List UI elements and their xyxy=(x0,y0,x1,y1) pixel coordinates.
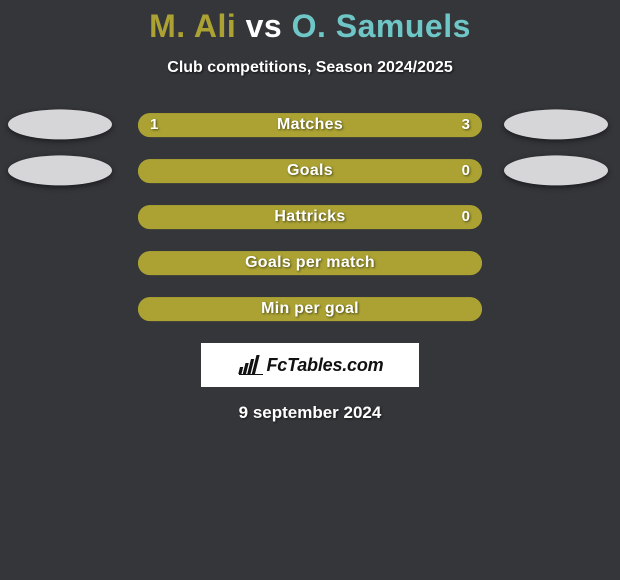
player1-badge xyxy=(8,155,112,185)
player1-name: M. Ali xyxy=(149,8,236,44)
player2-value: 0 xyxy=(462,159,470,183)
logo-text: FcTables.com xyxy=(267,355,384,376)
stat-label: Goals per match xyxy=(138,251,482,275)
player2-value: 3 xyxy=(462,113,470,137)
stat-row: Goals0 xyxy=(0,151,620,197)
player2-name: O. Samuels xyxy=(292,8,471,44)
stat-bar: Goals0 xyxy=(138,159,482,183)
comparison-chart: Matches13Goals0Hattricks0Goals per match… xyxy=(0,105,620,335)
page-title: M. Ali vs O. Samuels xyxy=(0,8,620,45)
stat-label: Goals xyxy=(138,159,482,183)
stat-label: Min per goal xyxy=(138,297,482,321)
stat-bar: Min per goal xyxy=(138,297,482,321)
bar-track: Hattricks0 xyxy=(138,205,482,229)
stat-row: Goals per match xyxy=(0,243,620,289)
stat-label: Matches xyxy=(138,113,482,137)
bar-chart-icon xyxy=(237,355,263,375)
bar-track: Min per goal xyxy=(138,297,482,321)
bar-track: Matches1 3 xyxy=(138,113,482,137)
vs-label: vs xyxy=(246,8,283,44)
stat-row: Matches1 3 xyxy=(0,105,620,151)
player2-value: 0 xyxy=(462,205,470,229)
stat-bar: Matches1 3 xyxy=(138,113,482,137)
stat-bar: Goals per match xyxy=(138,251,482,275)
bar-track: Goals0 xyxy=(138,159,482,183)
stat-row: Hattricks0 xyxy=(0,197,620,243)
logo-box: FcTables.com xyxy=(201,343,419,387)
bar-track: Goals per match xyxy=(138,251,482,275)
stat-bar: Hattricks0 xyxy=(138,205,482,229)
stat-row: Min per goal xyxy=(0,289,620,335)
stats-card: M. Ali vs O. Samuels Club competitions, … xyxy=(0,0,620,580)
player2-badge xyxy=(504,109,608,139)
player1-badge xyxy=(8,109,112,139)
stat-label: Hattricks xyxy=(138,205,482,229)
player2-badge xyxy=(504,155,608,185)
player1-value: 1 xyxy=(150,113,158,137)
footer-date: 9 september 2024 xyxy=(0,403,620,423)
subtitle: Club competitions, Season 2024/2025 xyxy=(0,59,620,77)
